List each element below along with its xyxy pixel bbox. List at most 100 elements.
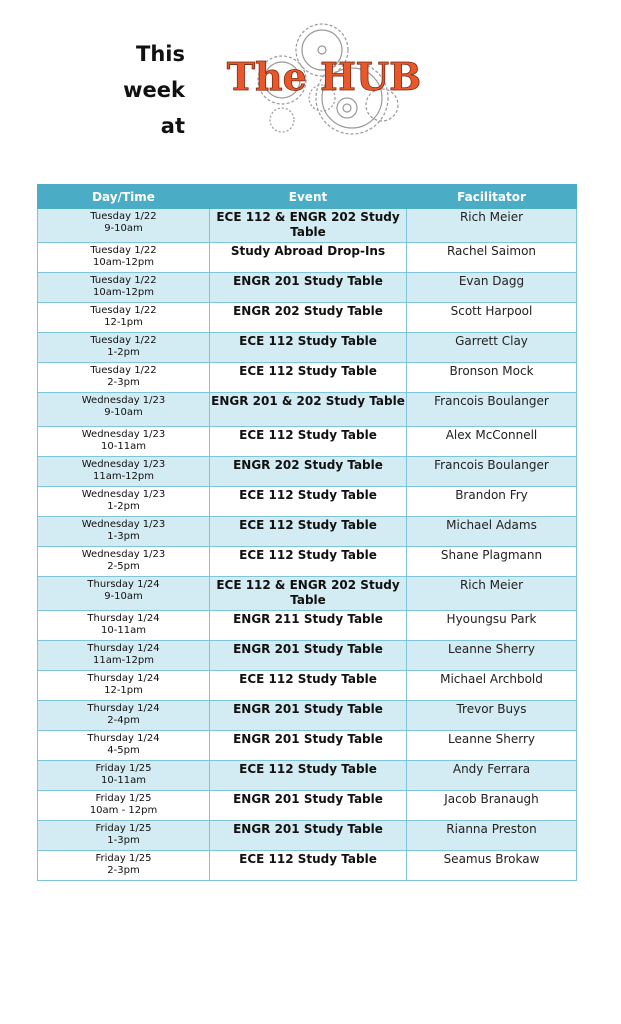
cell-facilitator: Michael Adams bbox=[406, 516, 577, 547]
cell-day-time: Friday 1/25 10am - 12pm bbox=[37, 790, 210, 821]
table-row: Wednesday 1/23 11am-12pm ENGR 202 Study T… bbox=[37, 456, 577, 487]
day-label: Wednesday 1/23 bbox=[81, 519, 166, 530]
cell-day-time: Thursday 1/24 9-10am bbox=[37, 576, 210, 611]
cell-day-time: Tuesday 1/22 12-1pm bbox=[37, 302, 210, 333]
schedule-table: Day/Time Event Facilitator Tuesday 1/22 9… bbox=[37, 184, 577, 881]
gear-icon bbox=[295, 23, 349, 77]
cell-facilitator: Shane Plagmann bbox=[406, 546, 577, 577]
cell-day-time: Wednesday 1/23 2-5pm bbox=[37, 546, 210, 577]
day-label: Thursday 1/24 bbox=[87, 613, 160, 624]
time-label: 1-2pm bbox=[107, 501, 140, 512]
table-row: Friday 1/25 1-3pm ENGR 201 Study Table Ri… bbox=[37, 820, 577, 851]
header-facilitator: Facilitator bbox=[406, 184, 577, 209]
cell-facilitator: Rianna Preston bbox=[406, 820, 577, 851]
cell-event: ENGR 202 Study Table bbox=[209, 456, 407, 487]
cell-event: ECE 112 Study Table bbox=[209, 426, 407, 457]
cell-event: ENGR 201 Study Table bbox=[209, 730, 407, 761]
cell-event: ECE 112 Study Table bbox=[209, 516, 407, 547]
time-label: 10am-12pm bbox=[92, 257, 154, 268]
table-row: Friday 1/25 10am - 12pm ENGR 201 Study Ta… bbox=[37, 790, 577, 821]
cell-day-time: Wednesday 1/23 1-3pm bbox=[37, 516, 210, 547]
header-day-time: Day/Time bbox=[37, 184, 210, 209]
time-label: 10-11am bbox=[101, 775, 146, 786]
cell-day-time: Tuesday 1/22 2-3pm bbox=[37, 362, 210, 393]
table-row: Thursday 1/24 11am-12pm ENGR 201 Study Ta… bbox=[37, 640, 577, 671]
cell-day-time: Tuesday 1/22 10am-12pm bbox=[37, 242, 210, 273]
table-row: Wednesday 1/23 1-2pm ECE 112 Study Table … bbox=[37, 486, 577, 517]
cell-facilitator: Scott Harpool bbox=[406, 302, 577, 333]
cell-day-time: Thursday 1/24 2-4pm bbox=[37, 700, 210, 731]
time-label: 11am-12pm bbox=[92, 471, 154, 482]
table-header-row: Day/Time Event Facilitator bbox=[37, 184, 577, 209]
cell-facilitator: Francois Boulanger bbox=[406, 456, 577, 487]
cell-facilitator: Rich Meier bbox=[406, 208, 577, 243]
cell-day-time: Tuesday 1/22 10am-12pm bbox=[37, 272, 210, 303]
cell-facilitator: Alex McConnell bbox=[406, 426, 577, 457]
day-label: Thursday 1/24 bbox=[87, 703, 160, 714]
cell-event: ECE 112 & ENGR 202 Study Table bbox=[209, 208, 407, 243]
cell-facilitator: Seamus Brokaw bbox=[406, 850, 577, 881]
cell-event: ENGR 201 Study Table bbox=[209, 820, 407, 851]
cell-facilitator: Andy Ferrara bbox=[406, 760, 577, 791]
table-row: Thursday 1/24 4-5pm ENGR 201 Study Table … bbox=[37, 730, 577, 761]
time-label: 10am-12pm bbox=[92, 287, 154, 298]
intro-line-this: This bbox=[136, 42, 185, 66]
gear-icon bbox=[315, 61, 389, 135]
day-label: Tuesday 1/22 bbox=[90, 305, 157, 316]
day-label: Friday 1/25 bbox=[95, 823, 152, 834]
time-label: 1-3pm bbox=[107, 531, 140, 542]
cell-event: ECE 112 Study Table bbox=[209, 850, 407, 881]
time-label: 2-3pm bbox=[107, 865, 140, 876]
table-row: Tuesday 1/22 2-3pm ECE 112 Study Table Br… bbox=[37, 362, 577, 393]
cell-event: ECE 112 Study Table bbox=[209, 546, 407, 577]
table-row: Thursday 1/24 10-11am ENGR 211 Study Tabl… bbox=[37, 610, 577, 641]
cell-facilitator: Evan Dagg bbox=[406, 272, 577, 303]
day-label: Wednesday 1/23 bbox=[81, 395, 166, 406]
cell-event: Study Abroad Drop-Ins bbox=[209, 242, 407, 273]
day-label: Wednesday 1/23 bbox=[81, 429, 166, 440]
table-row: Thursday 1/24 9-10am ECE 112 & ENGR 202 S… bbox=[37, 576, 577, 611]
cell-day-time: Thursday 1/24 11am-12pm bbox=[37, 640, 210, 671]
cell-event: ECE 112 Study Table bbox=[209, 486, 407, 517]
day-label: Tuesday 1/22 bbox=[90, 211, 157, 222]
table-row: Tuesday 1/22 1-2pm ECE 112 Study Table Ga… bbox=[37, 332, 577, 363]
table-row: Thursday 1/24 12-1pm ECE 112 Study Table … bbox=[37, 670, 577, 701]
day-label: Tuesday 1/22 bbox=[90, 365, 157, 376]
day-label: Wednesday 1/23 bbox=[81, 459, 166, 470]
time-label: 12-1pm bbox=[104, 685, 143, 696]
table-row: Wednesday 1/23 9-10am ENGR 201 & 202 Stud… bbox=[37, 392, 577, 427]
time-label: 10-11am bbox=[101, 441, 146, 452]
cell-day-time: Wednesday 1/23 10-11am bbox=[37, 426, 210, 457]
table-row: Tuesday 1/22 10am-12pm ENGR 201 Study Tab… bbox=[37, 272, 577, 303]
cell-facilitator: Garrett Clay bbox=[406, 332, 577, 363]
cell-event: ENGR 202 Study Table bbox=[209, 302, 407, 333]
table-row: Tuesday 1/22 9-10am ECE 112 & ENGR 202 St… bbox=[37, 208, 577, 243]
time-label: 4-5pm bbox=[107, 745, 140, 756]
cell-day-time: Thursday 1/24 10-11am bbox=[37, 610, 210, 641]
cell-facilitator: Rich Meier bbox=[406, 576, 577, 611]
day-label: Friday 1/25 bbox=[95, 793, 152, 804]
time-label: 10-11am bbox=[101, 625, 146, 636]
gear-icon bbox=[257, 55, 307, 105]
time-label: 1-2pm bbox=[107, 347, 140, 358]
the-hub-logo: The HUB bbox=[226, 23, 422, 135]
cell-day-time: Wednesday 1/23 11am-12pm bbox=[37, 456, 210, 487]
intro-line-at: at bbox=[160, 114, 185, 138]
time-label: 9-10am bbox=[104, 407, 143, 418]
time-label: 1-3pm bbox=[107, 835, 140, 846]
time-label: 10am - 12pm bbox=[89, 805, 158, 816]
cell-facilitator: Trevor Buys bbox=[406, 700, 577, 731]
day-label: Thursday 1/24 bbox=[87, 579, 160, 590]
cell-day-time: Wednesday 1/23 1-2pm bbox=[37, 486, 210, 517]
cell-event: ECE 112 Study Table bbox=[209, 362, 407, 393]
cell-event: ECE 112 & ENGR 202 Study Table bbox=[209, 576, 407, 611]
cell-day-time: Friday 1/25 2-3pm bbox=[37, 850, 210, 881]
cell-facilitator: Rachel Saimon bbox=[406, 242, 577, 273]
table-row: Tuesday 1/22 12-1pm ENGR 202 Study Table … bbox=[37, 302, 577, 333]
time-label: 12-1pm bbox=[104, 317, 143, 328]
time-label: 9-10am bbox=[104, 223, 143, 234]
intro-line-week: week bbox=[123, 78, 185, 102]
cell-day-time: Thursday 1/24 4-5pm bbox=[37, 730, 210, 761]
intro-heading: This week at bbox=[123, 36, 185, 144]
cell-day-time: Tuesday 1/22 1-2pm bbox=[37, 332, 210, 363]
